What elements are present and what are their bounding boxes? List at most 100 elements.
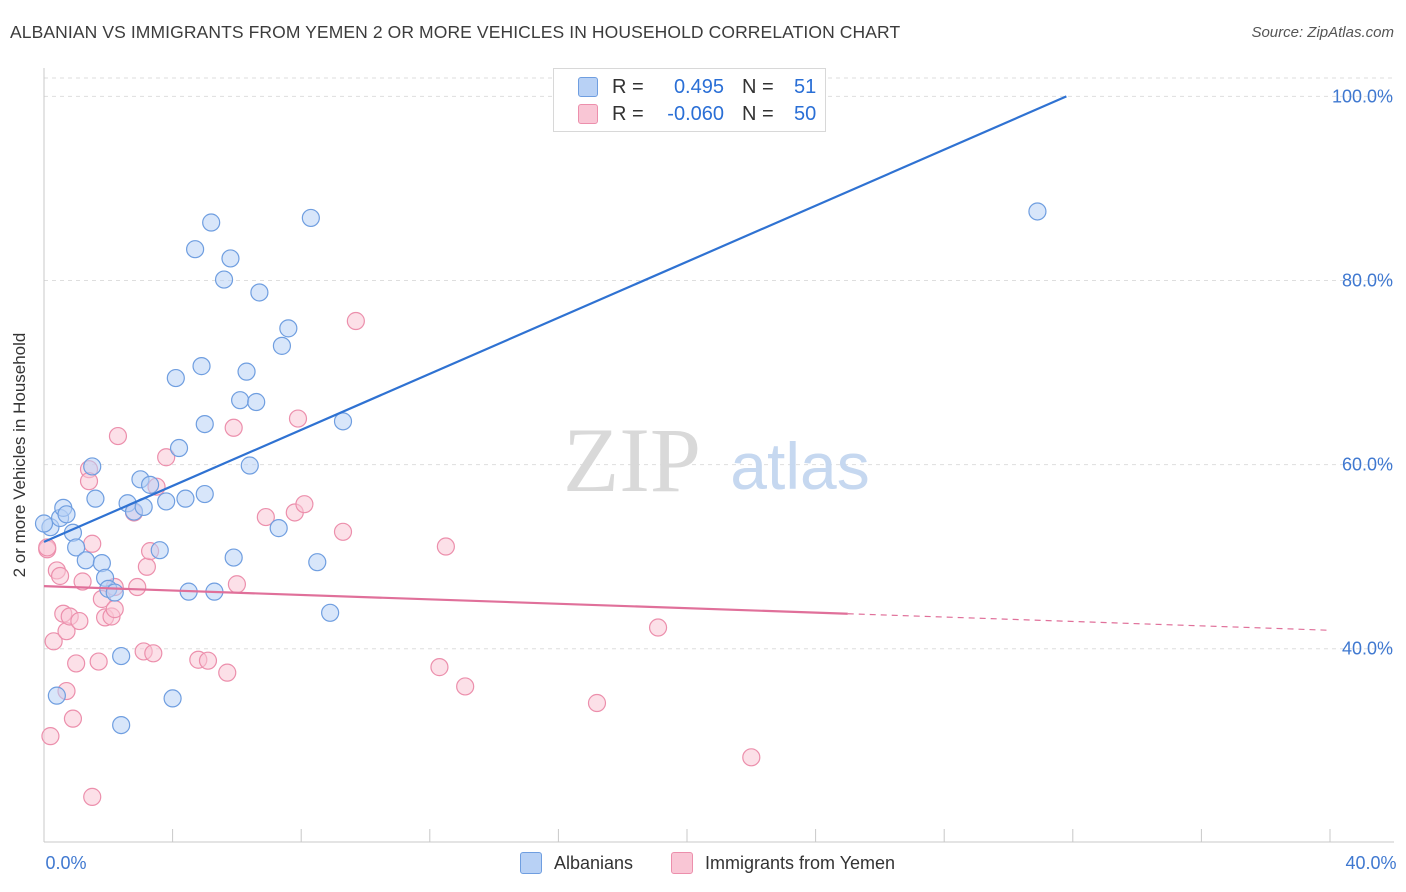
legend-n-label: N = <box>742 102 774 125</box>
albanian-point <box>169 438 189 458</box>
yemen-point <box>67 654 86 673</box>
x-tick-label: 0.0% <box>45 853 86 873</box>
yemen-point <box>295 495 314 514</box>
albanian-point <box>279 319 298 338</box>
albanian-point <box>92 553 111 573</box>
series-legend: Albanians Immigrants from Yemen <box>0 852 1406 878</box>
albanian-point <box>76 551 95 570</box>
albanian-point <box>157 492 176 511</box>
albanian-point <box>231 391 250 410</box>
albanian-point <box>301 208 320 228</box>
y-tick-label: 60.0% <box>1342 455 1393 475</box>
watermark-zip: ZIP <box>563 409 701 511</box>
legend-swatch-yemen <box>578 104 598 124</box>
yemen-point <box>63 709 83 728</box>
yemen-trend-extension <box>847 613 1331 631</box>
watermark-atlas: atlas <box>730 429 869 503</box>
yemen-point <box>333 522 353 541</box>
albanian-point <box>321 603 340 622</box>
albanian-point <box>250 283 269 302</box>
albanian-point <box>247 392 266 412</box>
albanian-point <box>221 249 240 268</box>
yemen-point <box>157 448 176 467</box>
series-albanians-points <box>34 202 1047 735</box>
legend-item-yemen[interactable]: Immigrants from Yemen <box>671 852 895 874</box>
yemen-point <box>137 557 156 576</box>
yemen-point <box>198 651 218 670</box>
watermark: ZIP atlas <box>563 409 870 511</box>
yemen-point <box>346 311 365 331</box>
yemen-point <box>83 787 102 806</box>
albanian-point <box>166 368 185 388</box>
legend-label-albanians: Albanians <box>554 852 634 873</box>
yemen-trend-line <box>43 585 848 615</box>
correlation-legend: R = 0.495 N = 51 R = -0.060 N = 50 <box>553 68 826 132</box>
legend-n-value: 51 <box>794 75 817 98</box>
legend-n-label: N = <box>742 75 774 98</box>
chart-title: ALBANIAN VS IMMIGRANTS FROM YEMEN 2 OR M… <box>10 22 901 42</box>
yemen-point <box>430 658 449 677</box>
yemen-point <box>79 472 99 491</box>
yemen-point <box>456 677 475 696</box>
albanian-point <box>112 715 131 735</box>
legend-swatch-albanians <box>578 77 598 97</box>
legend-r-value: -0.060 <box>667 102 724 125</box>
series-yemen-points <box>38 311 761 806</box>
legend-row-albanians: R = 0.495 N = 51 <box>578 75 816 99</box>
y-tick-label: 80.0% <box>1342 271 1393 291</box>
albanian-point <box>224 548 243 567</box>
y-tick-label: 100.0% <box>1332 86 1393 106</box>
albanian-point <box>272 336 292 355</box>
albanian-point <box>105 583 124 602</box>
yemen-point <box>436 537 455 556</box>
albanian-point <box>1028 202 1047 221</box>
yemen-point <box>44 632 63 651</box>
y-tick-label: 40.0% <box>1342 639 1393 659</box>
albanian-point <box>195 415 214 434</box>
albanian-point <box>240 456 259 475</box>
yemen-point <box>83 534 102 553</box>
albanian-point <box>214 270 234 289</box>
yemen-point <box>256 507 275 527</box>
albanian-point <box>333 412 353 431</box>
albanian-point <box>192 357 211 376</box>
legend-swatch-yemen <box>671 852 693 874</box>
yemen-point <box>224 418 243 437</box>
yemen-point <box>89 652 108 671</box>
albanian-point <box>140 475 160 494</box>
albanian-point <box>67 538 86 557</box>
albanian-point <box>269 519 288 538</box>
yemen-point <box>648 618 668 637</box>
axis-layer <box>43 68 1394 843</box>
yemen-point <box>73 572 92 591</box>
legend-label-yemen: Immigrants from Yemen <box>705 852 896 873</box>
yemen-point <box>144 644 163 663</box>
yemen-point <box>108 426 128 446</box>
albanian-point <box>34 514 54 533</box>
yemen-point <box>70 611 89 631</box>
albanian-point <box>195 484 214 504</box>
albanian-point <box>202 213 221 232</box>
legend-r-value: 0.495 <box>673 75 724 98</box>
yemen-point <box>218 663 237 682</box>
yemen-point <box>38 538 57 557</box>
x-tick-label: 40.0% <box>1345 853 1396 873</box>
albanian-point <box>86 489 105 508</box>
albanian-point <box>186 240 205 259</box>
albanian-point <box>163 689 182 708</box>
legend-r-label: R = <box>612 75 644 98</box>
albanian-point <box>237 362 256 381</box>
y-axis-label: 2 or more Vehicles in Household <box>10 332 29 578</box>
yemen-point <box>128 577 147 597</box>
yemen-point <box>742 748 761 767</box>
albanians-trend-line <box>43 95 1067 543</box>
albanian-point <box>176 489 195 508</box>
legend-item-albanians[interactable]: Albanians <box>520 852 633 874</box>
albanian-point <box>112 646 131 666</box>
source-label: Source: ZipAtlas.com <box>1251 24 1394 41</box>
legend-swatch-albanians <box>520 852 542 874</box>
albanian-point <box>150 541 169 560</box>
yemen-point <box>105 600 124 619</box>
legend-r-label: R = <box>612 102 644 125</box>
